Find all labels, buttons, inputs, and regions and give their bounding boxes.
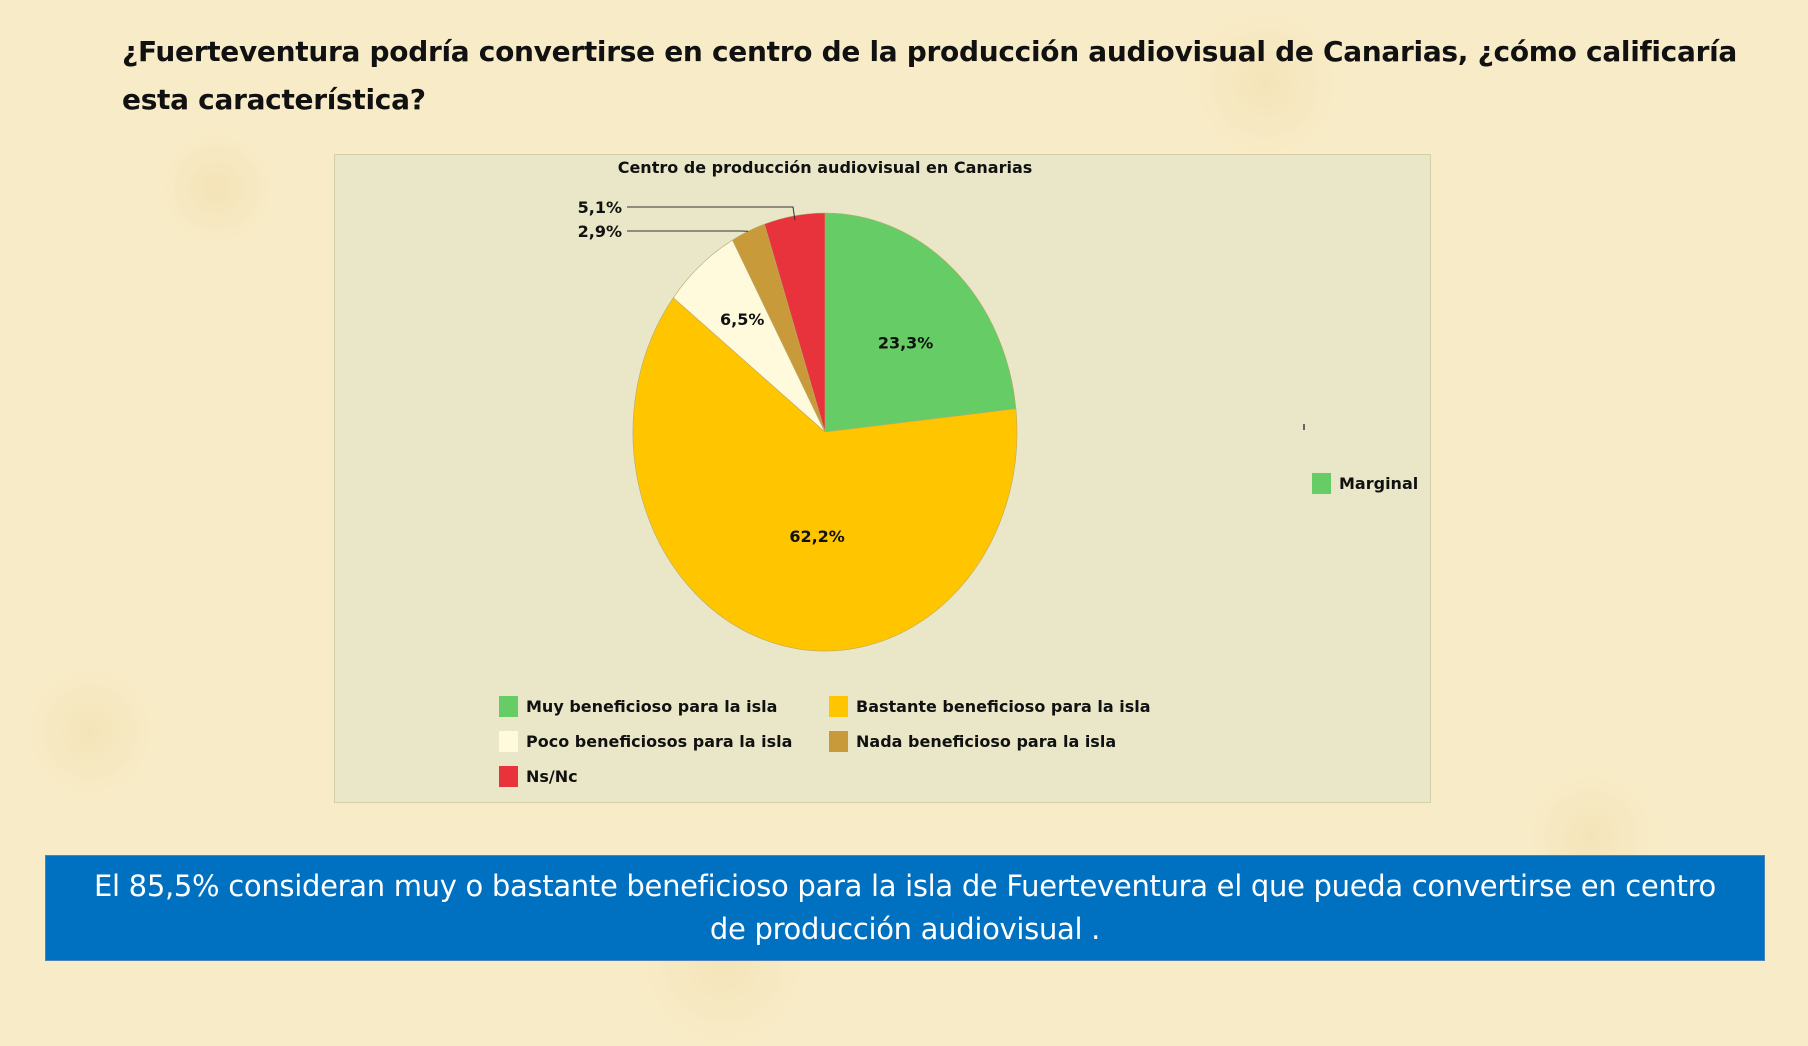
data-label-nada-beneficioso: 2,9% (578, 222, 622, 241)
tick-mark (1303, 424, 1305, 430)
pie-chart: Centro de producción audiovisual en Cana… (578, 158, 1033, 652)
legend-label: Muy beneficioso para la isla (526, 697, 778, 716)
legend-swatch (499, 766, 518, 787)
data-label-bastante-beneficioso: 62,2% (789, 527, 845, 546)
conclusion-banner: El 85,5% consideran muy o bastante benef… (45, 855, 1765, 961)
legend-label: Ns/Nc (526, 767, 578, 786)
conclusion-text: El 85,5% consideran muy o bastante benef… (93, 869, 1716, 946)
pie-data-labels: 23,3% 62,2% 6,5% 2,9% 5,1% (578, 198, 934, 546)
legend-item-bastante-beneficioso: Bastante beneficioso para la isla (829, 695, 1159, 718)
question-title: ¿Fuerteventura podría convertirse en cen… (122, 35, 1737, 116)
legend-swatch (829, 731, 848, 752)
side-legend: Marginal (1312, 473, 1418, 494)
chart-panel: Centro de producción audiovisual en Cana… (334, 154, 1431, 803)
slice-bastante-beneficioso (632, 297, 1018, 652)
legend-label: Nada beneficioso para la isla (856, 732, 1117, 751)
legend-swatch (829, 696, 848, 717)
data-label-poco-beneficiosos: 6,5% (720, 310, 764, 329)
legend-item-ns-nc: Ns/Nc (499, 765, 829, 788)
data-label-ns-nc: 5,1% (578, 198, 622, 217)
legend-label: Poco beneficiosos para la isla (526, 732, 793, 751)
legend-item-muy-beneficioso: Muy beneficioso para la isla (499, 695, 829, 718)
legend-swatch (499, 696, 518, 717)
legend-label: Bastante beneficioso para la isla (856, 697, 1151, 716)
slice-muy-beneficioso (824, 212, 1017, 433)
legend: Muy beneficioso para la isla Bastante be… (499, 695, 1159, 788)
legend-item-poco-beneficiosos: Poco beneficiosos para la isla (499, 730, 829, 753)
side-legend-swatch (1312, 473, 1331, 494)
pie-slices (632, 212, 1018, 652)
legend-swatch (499, 731, 518, 752)
chart-title: Centro de producción audiovisual en Cana… (618, 158, 1033, 177)
side-legend-label: Marginal (1339, 474, 1419, 493)
leader-line-ns-nc (627, 206, 796, 221)
data-label-muy-beneficioso: 23,3% (878, 333, 934, 352)
legend-item-nada-beneficioso: Nada beneficioso para la isla (829, 730, 1159, 753)
